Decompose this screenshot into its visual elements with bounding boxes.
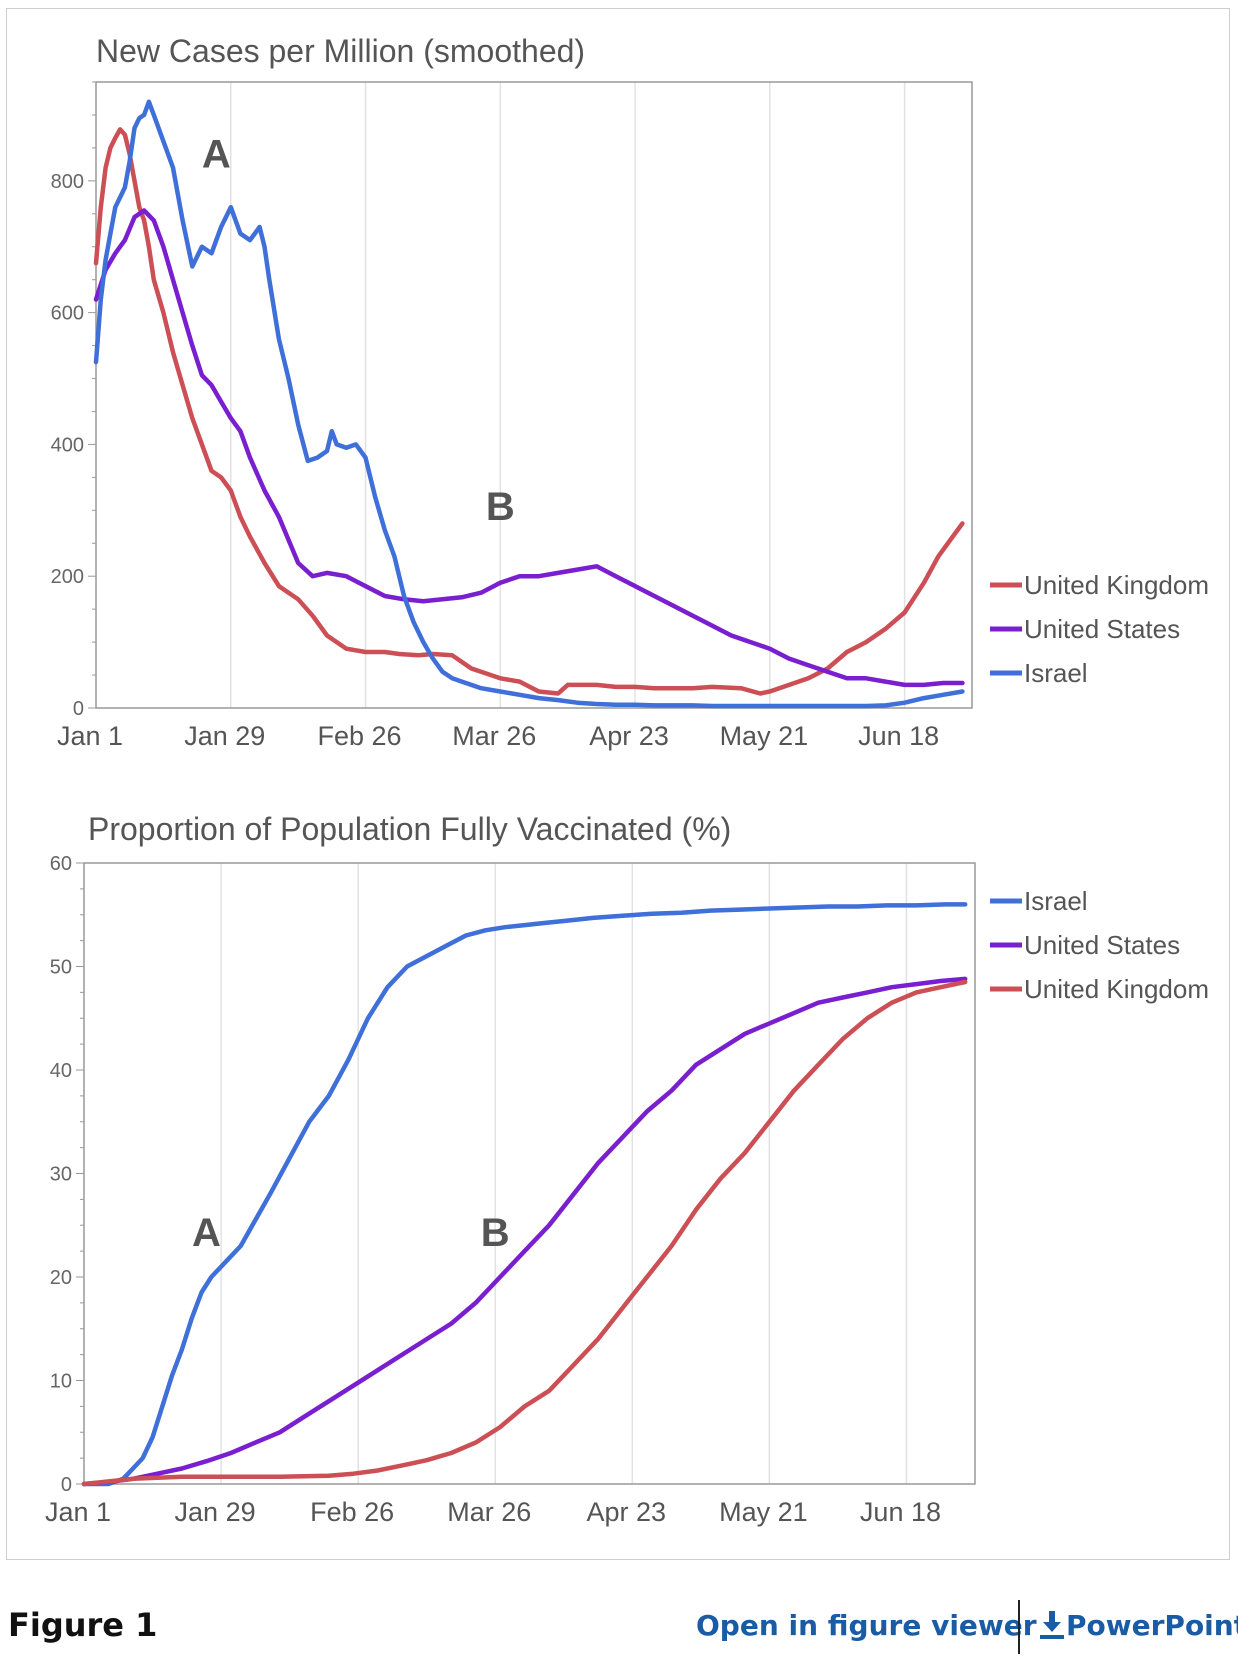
legend-label: United Kingdom [1024, 974, 1209, 1004]
y-tick-label: 0 [73, 698, 84, 720]
plot-frame [95, 81, 973, 709]
series-line-united-kingdom [93, 127, 965, 696]
legend-label: United States [1024, 614, 1180, 644]
y-tick-label: 40 [50, 1060, 72, 1082]
x-tick-label: Feb 26 [310, 1497, 394, 1527]
x-tick-label: Mar 26 [447, 1497, 531, 1527]
y-tick-label: 600 [51, 303, 84, 325]
x-axis: Jan 1 Jan 29 Feb 26 Mar 26 Apr 23 May 21 Jun 1… [45, 1497, 941, 1527]
y-axis: 0 200 400 600 800 [51, 81, 96, 720]
figure-label: Figure 1 [8, 1606, 158, 1644]
annotation-b: B [481, 1211, 510, 1255]
download-icon [1040, 1611, 1064, 1639]
y-tick-label: 800 [51, 171, 84, 193]
x-tick-label: Apr 23 [587, 1497, 667, 1527]
figure-footer: Figure 1 Open in figure viewer PowerPoin… [0, 1600, 1238, 1660]
series-line-united-states [93, 208, 965, 688]
y-tick-label: 20 [50, 1267, 72, 1289]
y-tick-label: 400 [51, 434, 84, 456]
chart-title: Proportion of Population Fully Vaccinate… [88, 811, 731, 847]
legend-label: United Kingdom [1024, 570, 1209, 600]
series-lines [93, 99, 965, 709]
x-tick-label: Apr 23 [589, 721, 669, 751]
series-line-israel [81, 902, 968, 1487]
series-line-united-states [81, 976, 968, 1487]
figure-frame [6, 8, 1230, 1560]
x-tick-label: Jan 29 [175, 1497, 256, 1527]
y-tick-label: 10 [50, 1371, 72, 1393]
x-gridlines [220, 863, 908, 1484]
x-tick-label: Jan 1 [45, 1497, 111, 1527]
x-axis: Jan 1 Jan 29 Feb 26 Mar 26 Apr 23 May 21 Jun 1… [57, 721, 939, 751]
x-tick-label: Feb 26 [318, 721, 402, 751]
annotation-a: A [202, 133, 231, 177]
x-tick-label: Jun 18 [858, 721, 939, 751]
y-tick-label: 50 [50, 957, 72, 979]
legend: United Kingdom United States Israel [990, 570, 1209, 688]
y-tick-label: 0 [61, 1474, 72, 1496]
x-tick-label: Jun 18 [860, 1497, 941, 1527]
x-tick-label: Mar 26 [452, 721, 536, 751]
y-tick-label: 30 [50, 1164, 72, 1186]
series-line-israel [93, 99, 965, 709]
x-tick-label: May 21 [719, 1497, 808, 1527]
annotation-a: A [192, 1211, 221, 1255]
powerpoint-label: PowerPoint [1066, 1609, 1238, 1642]
footer-divider [1018, 1600, 1020, 1654]
legend: Israel United States United Kingdom [990, 886, 1209, 1004]
x-tick-label: Jan 29 [184, 721, 265, 751]
annotations: AB [202, 133, 515, 530]
x-gridlines [230, 82, 906, 708]
legend-label: Israel [1024, 886, 1088, 916]
new-cases-chart: New Cases per Million (smoothed) 0 200 400… [51, 33, 1209, 751]
y-axis: 0 10 20 30 40 50 60 [50, 853, 84, 1496]
chart-title: New Cases per Million (smoothed) [96, 33, 585, 69]
y-tick-label: 60 [50, 853, 72, 875]
annotation-b: B [486, 485, 515, 529]
series-lines [81, 902, 968, 1487]
powerpoint-download-link[interactable]: PowerPoint [1040, 1609, 1238, 1642]
open-in-figure-viewer-link[interactable]: Open in figure viewer [696, 1609, 1037, 1642]
x-tick-label: Jan 1 [57, 721, 123, 751]
legend-label: United States [1024, 930, 1180, 960]
series-line-united-kingdom [81, 979, 968, 1487]
x-tick-label: May 21 [720, 721, 809, 751]
vaccinated-chart: Proportion of Population Fully Vaccinate… [45, 811, 1209, 1527]
legend-label: Israel [1024, 658, 1088, 688]
y-tick-label: 200 [51, 566, 84, 588]
plot-frame [83, 862, 976, 1485]
